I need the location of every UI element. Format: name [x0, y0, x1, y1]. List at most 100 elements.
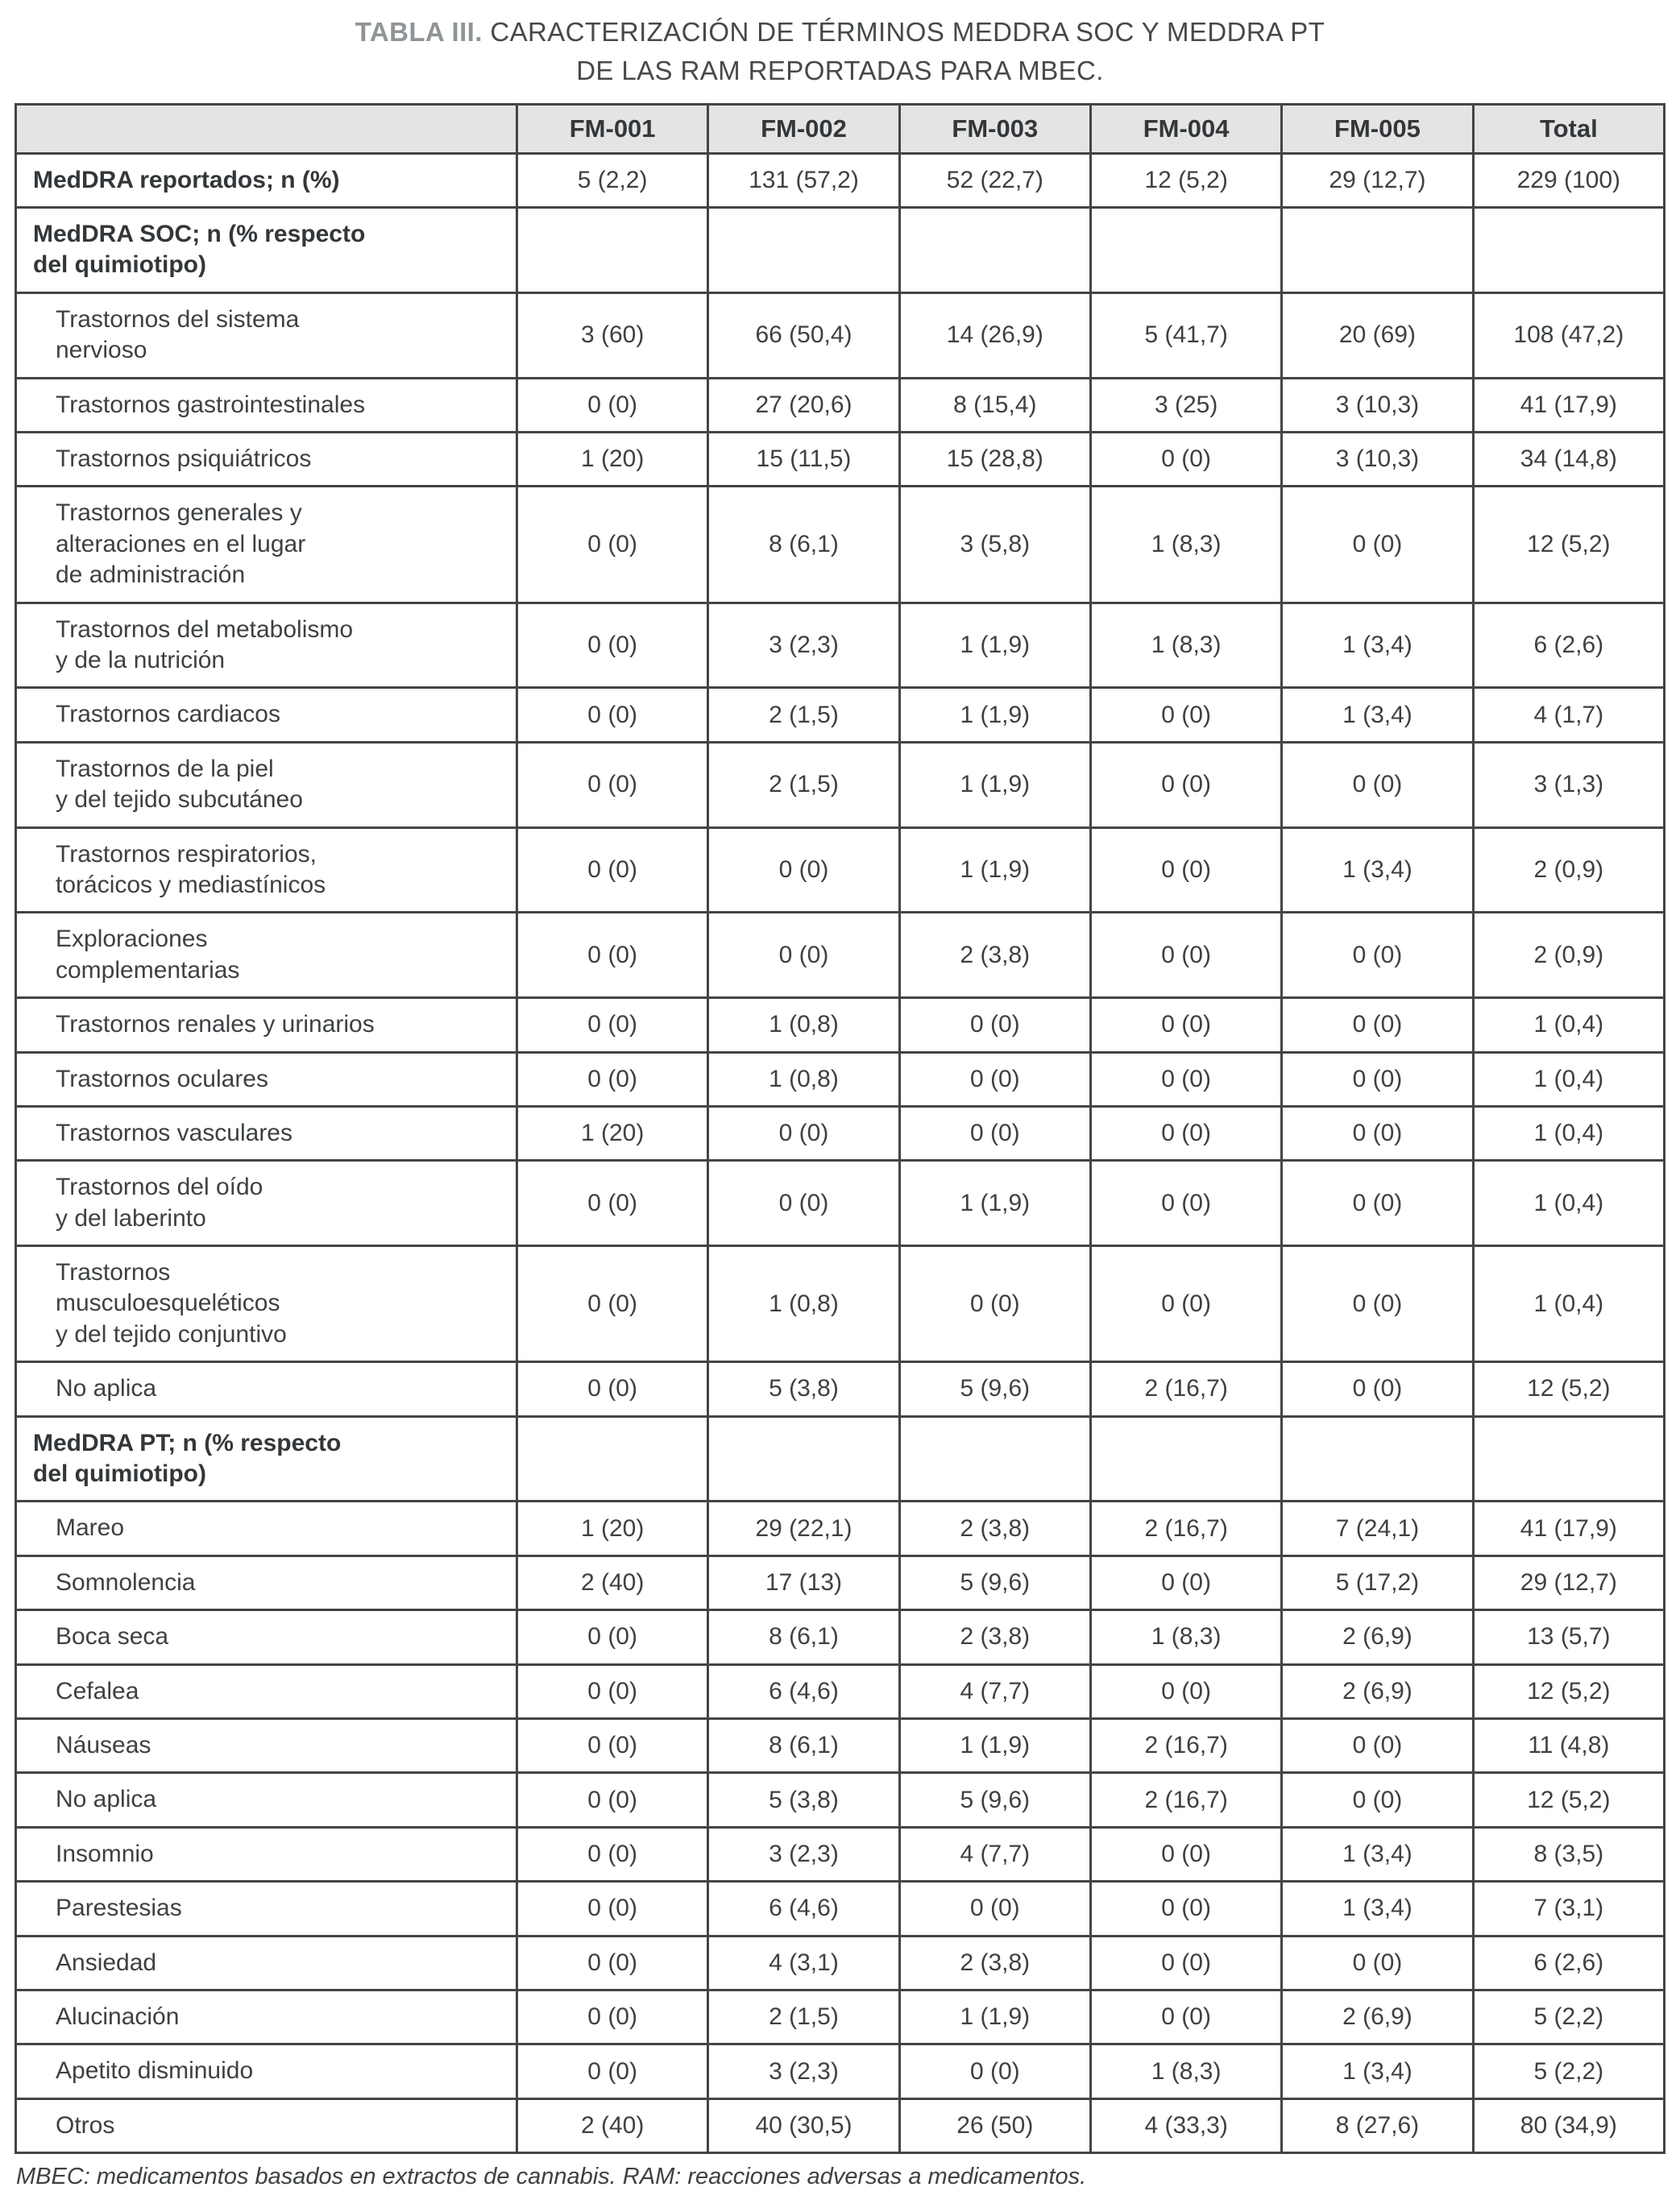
table-cell: 4 (1,7): [1471, 686, 1666, 744]
row-label: Trastornos del sistema nervioso: [15, 291, 518, 379]
table-cell: 2 (6,9): [1280, 1663, 1475, 1720]
table-cell: 131 (57,2): [707, 151, 901, 209]
table-row: Ansiedad 0 (0) 4 (3,1) 2 (3,8) 0 (0) 0 (0) 6 (…: [15, 1934, 1666, 1991]
table-cell: 0 (0): [515, 1050, 710, 1108]
table-row: Alucinación 0 (0) 2 (1,5) 1 (1,9) 0 (0) 2 (6,…: [15, 1988, 1666, 2046]
table-cell: 5 (2,2): [1471, 2043, 1666, 2100]
table-cell: 0 (0): [515, 826, 710, 914]
header-row: FM-001 FM-002 FM-003 FM-004 FM-005 Total: [15, 102, 1666, 155]
table-body: MedDRA reportados; n (%) 5 (2,2) 131 (57,2…: [15, 151, 1666, 2155]
table-cell: 2 (3,8): [898, 911, 1092, 1000]
table-cell: 2 (6,9): [1280, 1988, 1475, 2046]
table-cell: 0 (0): [1089, 1825, 1284, 1883]
table-cell: 0 (0): [1089, 740, 1284, 829]
table-cell: 0 (0): [515, 740, 710, 829]
table-cell: 2 (40): [515, 1554, 710, 1612]
table-cell: 0 (0): [1089, 1934, 1284, 1991]
table-cell: 12 (5,2): [1471, 485, 1666, 604]
row-label: Trastornos cardiacos: [15, 686, 518, 744]
table-cell: 29 (12,7): [1280, 151, 1475, 209]
table-cell: 15 (11,5): [707, 431, 901, 488]
row-label: Somnolencia: [15, 1554, 518, 1612]
table-cell: 0 (0): [1089, 1159, 1284, 1248]
table-row: Trastornos musculoesqueléticos y del tej…: [15, 1245, 1666, 1364]
table-cell: 0 (0): [1280, 1361, 1475, 1418]
table-cell: 3 (2,3): [707, 2043, 901, 2100]
table-cell: 3 (2,3): [707, 1825, 901, 1883]
table-cell: 0 (0): [1089, 911, 1284, 1000]
table-cell: 1 (3,4): [1280, 601, 1475, 690]
table-cell: 13 (5,7): [1471, 1609, 1666, 1666]
table-cell: 0 (0): [1089, 1988, 1284, 2046]
table-cell: 8 (27,6): [1280, 2097, 1475, 2155]
table-cell: 0 (0): [515, 1825, 710, 1883]
table-row: MedDRA reportados; n (%) 5 (2,2) 131 (57,2…: [15, 151, 1666, 209]
table-cell: 229 (100): [1471, 151, 1666, 209]
table-cell: 2 (16,7): [1089, 1361, 1284, 1418]
table-cell: 20 (69): [1280, 291, 1475, 379]
row-label: Parestesias: [15, 1880, 518, 1937]
table-cell: 0 (0): [515, 485, 710, 604]
table-cell: 11 (4,8): [1471, 1717, 1666, 1775]
table-cell: 2 (3,8): [898, 1934, 1092, 1991]
table-cell: 66 (50,4): [707, 291, 901, 379]
table-cell: 5 (2,2): [1471, 1988, 1666, 2046]
table-cell: 0 (0): [515, 376, 710, 434]
table-cell: 15 (28,8): [898, 431, 1092, 488]
table-cell: 0 (0): [898, 1880, 1092, 1937]
column-header: FM-002: [707, 102, 901, 155]
table-cell: 1 (0,8): [707, 1050, 901, 1108]
table-cell: 1 (8,3): [1089, 601, 1284, 690]
table-cell: 0 (0): [515, 1245, 710, 1364]
table-row: Trastornos del oído y del laberinto 0 (0)…: [15, 1159, 1666, 1248]
table-cell: 0 (0): [898, 1050, 1092, 1108]
table-cell: 1 (3,4): [1280, 1880, 1475, 1937]
table-cell: 1 (3,4): [1280, 826, 1475, 914]
table-cell: 1 (8,3): [1089, 485, 1284, 604]
table-cell: 0 (0): [898, 1245, 1092, 1364]
table-cell: 0 (0): [1280, 1245, 1475, 1364]
table-cell: 41 (17,9): [1471, 376, 1666, 434]
table-cell: 1 (20): [515, 1500, 710, 1557]
table-cell: 14 (26,9): [898, 291, 1092, 379]
table-cell: 1 (3,4): [1280, 686, 1475, 744]
table-cell: [898, 206, 1092, 294]
table-cell: 6 (2,6): [1471, 601, 1666, 690]
table-cell: 1 (1,9): [898, 740, 1092, 829]
table-row: Trastornos cardiacos 0 (0) 2 (1,5) 1 (1,9) 0…: [15, 686, 1666, 744]
table-cell: 1 (1,9): [898, 601, 1092, 690]
row-label: Trastornos musculoesqueléticos y del tej…: [15, 1245, 518, 1364]
row-label: Trastornos vasculares: [15, 1104, 518, 1162]
table-cell: 3 (5,8): [898, 485, 1092, 604]
table-cell: 1 (0,8): [707, 996, 901, 1054]
table-cell: 2 (16,7): [1089, 1500, 1284, 1557]
table-cell: 0 (0): [1280, 740, 1475, 829]
table-cell: 3 (10,3): [1280, 376, 1475, 434]
table-cell: 1 (0,4): [1471, 1159, 1666, 1248]
table-cell: 5 (17,2): [1280, 1554, 1475, 1612]
table-cell: 17 (13): [707, 1554, 901, 1612]
table-cell: 0 (0): [515, 1361, 710, 1418]
table-cell: 7 (24,1): [1280, 1500, 1475, 1557]
table-cell: 5 (9,6): [898, 1361, 1092, 1418]
table-cell: [515, 1415, 710, 1503]
table-cell: 0 (0): [515, 601, 710, 690]
row-label: MedDRA SOC; n (% respecto del quimiotipo…: [15, 206, 518, 294]
table-cell: 108 (47,2): [1471, 291, 1666, 379]
table-cell: 1 (0,4): [1471, 996, 1666, 1054]
table-cell: 0 (0): [1280, 1159, 1475, 1248]
table-cell: [1471, 206, 1666, 294]
table-cell: 41 (17,9): [1471, 1500, 1666, 1557]
table-row: No aplica 0 (0) 5 (3,8) 5 (9,6) 2 (16,7) 0 (0…: [15, 1771, 1666, 1829]
table-cell: 12 (5,2): [1471, 1361, 1666, 1418]
column-header: Total: [1471, 102, 1666, 155]
table-cell: 0 (0): [515, 1988, 710, 2046]
row-label: Mareo: [15, 1500, 518, 1557]
row-label: Náuseas: [15, 1717, 518, 1775]
meddra-table: FM-001 FM-002 FM-003 FM-004 FM-005 Total MedD…: [15, 102, 1666, 2155]
table-cell: 5 (3,8): [707, 1771, 901, 1829]
column-header: [15, 102, 518, 155]
table-row: Mareo 1 (20) 29 (22,1) 2 (3,8) 2 (16,7) 7 (24…: [15, 1500, 1666, 1557]
row-label: Trastornos gastrointestinales: [15, 376, 518, 434]
table-row: Trastornos psiquiátricos 1 (20) 15 (11,5) 1…: [15, 431, 1666, 488]
